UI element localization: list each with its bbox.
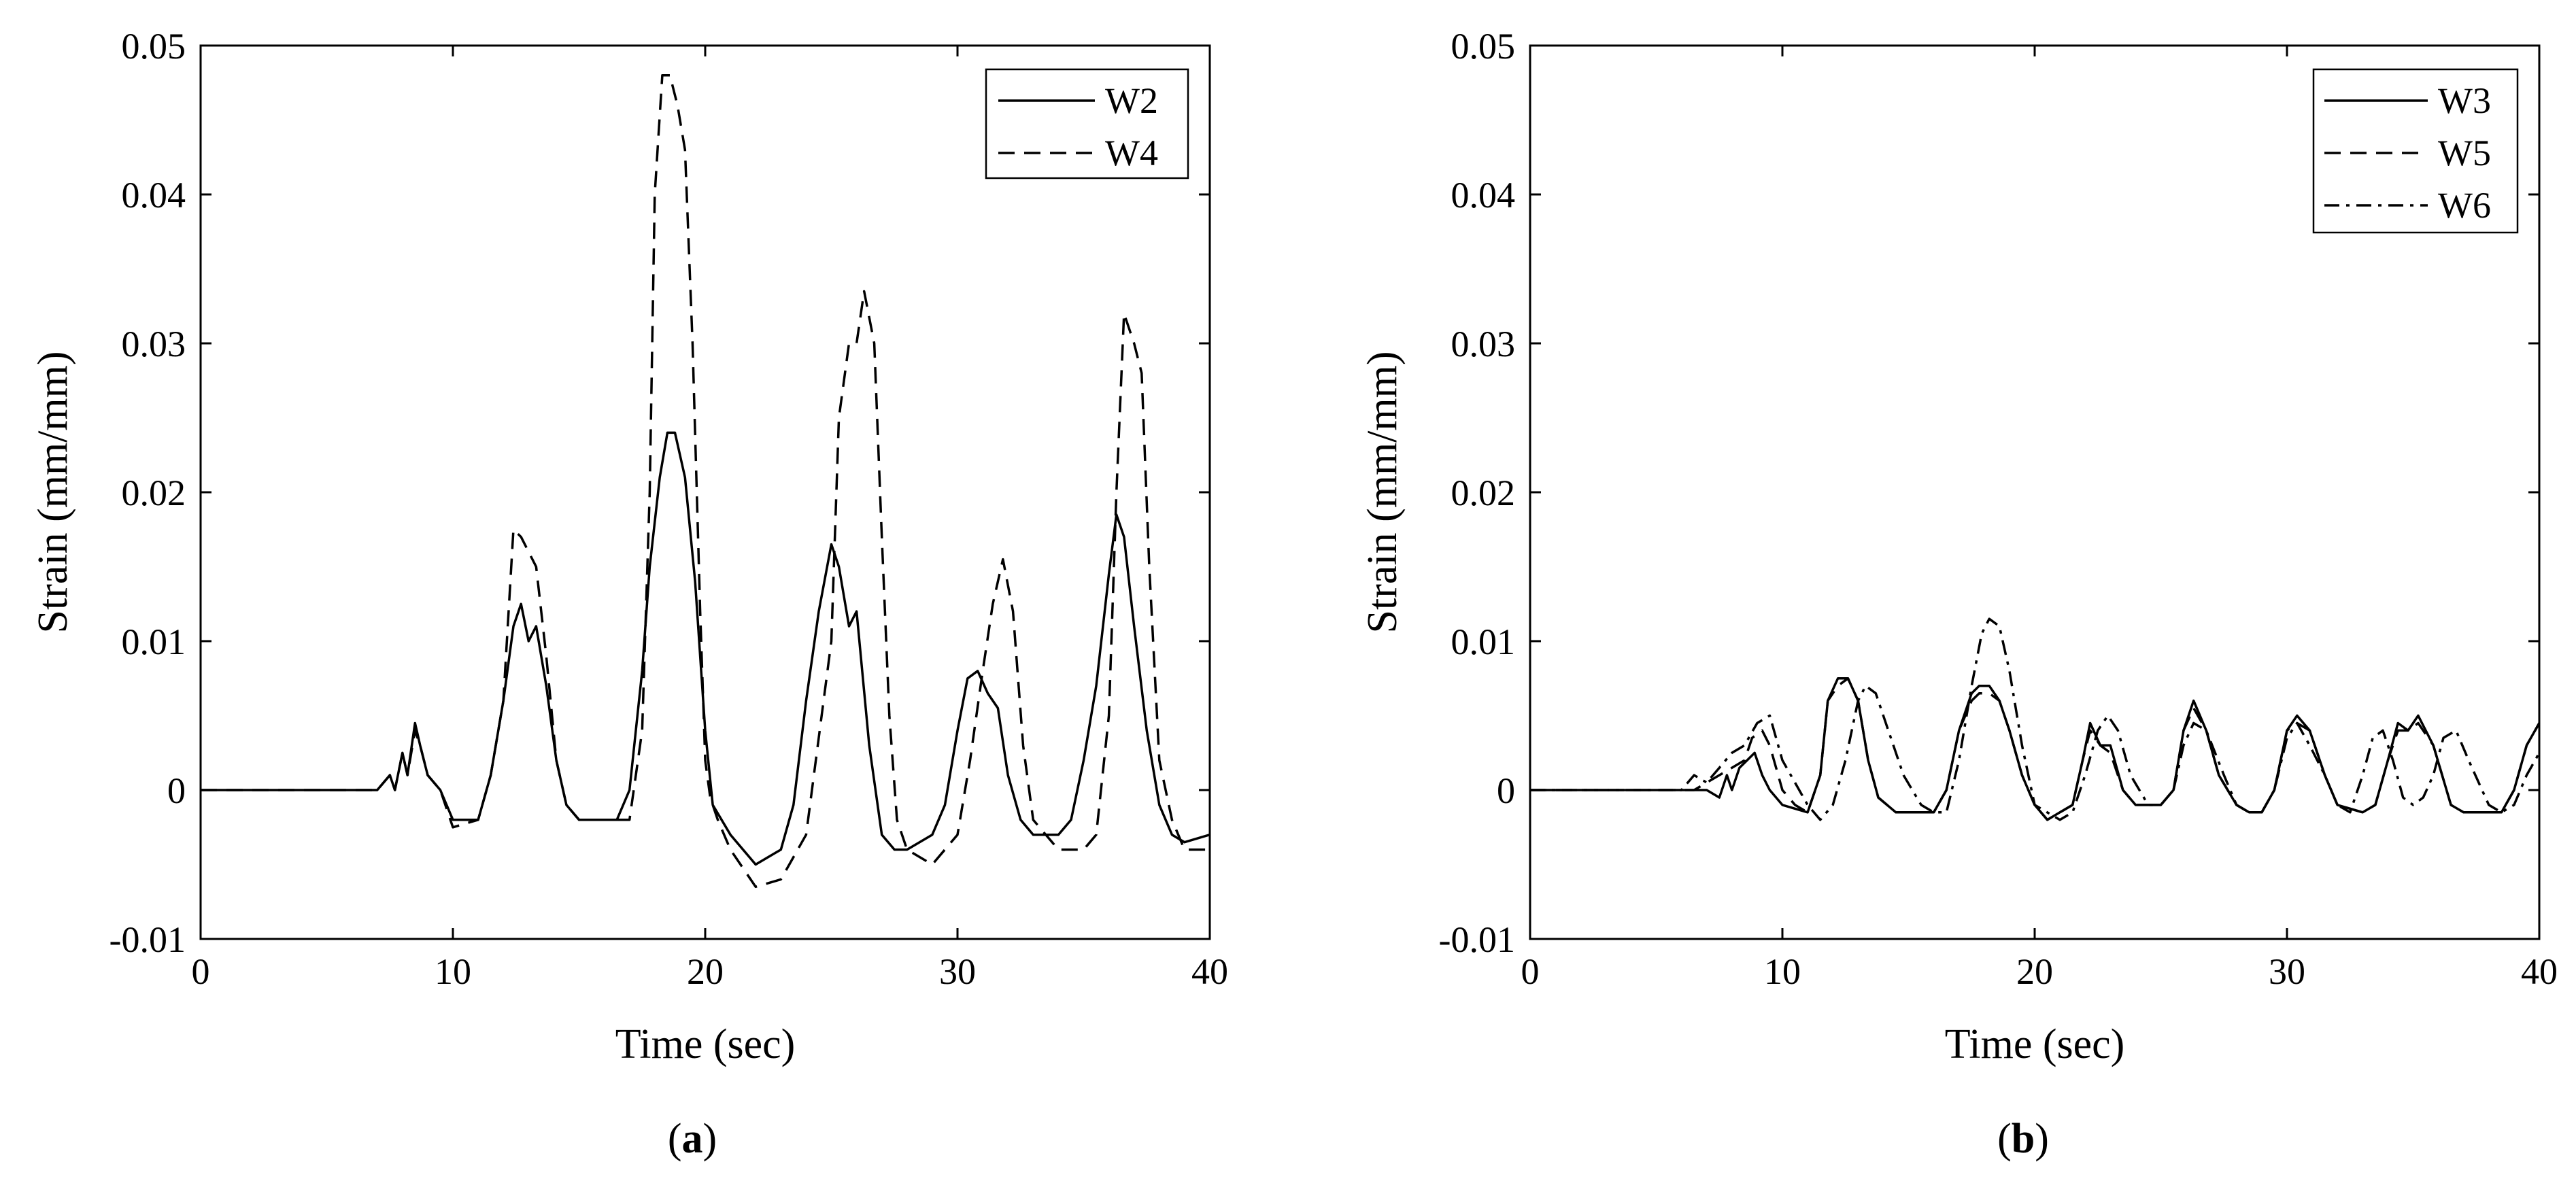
y-tick-label: 0.02: [1451, 473, 1516, 513]
y-axis-title-b: Strain (mm/mm): [1359, 351, 1406, 633]
x-axis-title-b: Time (sec): [1945, 1021, 2125, 1067]
x-tick-label: 30: [939, 951, 976, 992]
x-tick-label: 10: [435, 951, 471, 992]
x-tick-label: 40: [1191, 951, 1228, 992]
x-tick-label: 20: [2016, 951, 2053, 992]
x-axis-title-a: Time (sec): [615, 1021, 796, 1067]
x-tick-label: 30: [2269, 951, 2305, 992]
legend-label-w2: W2: [1105, 80, 1158, 121]
legend-box-a: [985, 68, 1189, 179]
legend-a: W2 W4: [985, 68, 1189, 179]
series-line-w5: [1530, 677, 2541, 821]
x-tick-label: 20: [687, 951, 724, 992]
y-axis-title-a: Strain (mm/mm): [30, 351, 76, 633]
series-line-w6: [1530, 617, 2541, 821]
y-tick-label: -0.01: [1439, 919, 1515, 960]
y-tick-label: 0.04: [122, 175, 186, 216]
y-tick-label: 0.01: [122, 621, 186, 662]
legend-label-w5: W5: [2438, 133, 2491, 173]
y-tick-label: 0.03: [122, 324, 186, 364]
x-tick-label: 0: [1521, 951, 1540, 992]
y-tick-label: 0.04: [1451, 175, 1516, 216]
y-tick-label: 0: [167, 770, 186, 811]
y-tick-label: 0: [1497, 770, 1515, 811]
legend-b: W3 W5 W6: [2312, 68, 2519, 234]
panel-label-b: (b): [1997, 1116, 2049, 1162]
y-tick-label: -0.01: [109, 919, 186, 960]
x-tick-label: 40: [2521, 951, 2558, 992]
legend-label-w6: W6: [2438, 185, 2491, 226]
panel-label-a: (a): [668, 1116, 717, 1162]
plot-lines-b: [1530, 617, 2541, 821]
y-tick-label: 0.03: [1451, 324, 1516, 364]
series-line-w4: [201, 74, 1210, 889]
x-tick-label: 0: [192, 951, 210, 992]
legend-label-w3: W3: [2438, 80, 2491, 121]
plot-lines-a: [201, 74, 1210, 889]
y-tick-label: 0.05: [1451, 26, 1516, 67]
y-tick-label: 0.01: [1451, 621, 1516, 662]
legend-label-w4: W4: [1105, 133, 1158, 173]
y-tick-label: 0.02: [122, 473, 186, 513]
x-tick-label: 10: [1764, 951, 1801, 992]
y-tick-label: 0.05: [122, 26, 186, 67]
